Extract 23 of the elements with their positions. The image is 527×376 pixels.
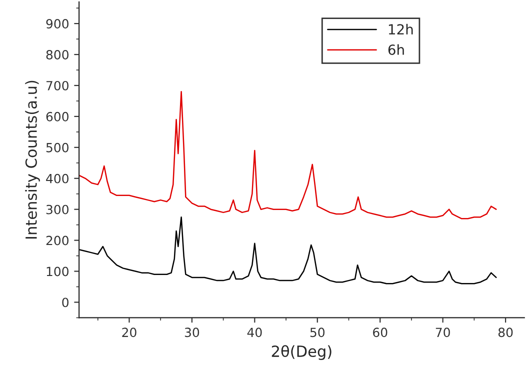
x-tick-label: 30 [184, 328, 200, 338]
y-tick-label: 500 [46, 142, 68, 152]
y-tick-label: 400 [46, 174, 68, 184]
x-axis-title: 2θ(Deg) [272, 345, 332, 360]
line-series [79, 216, 497, 284]
legend-label: 6h [388, 44, 404, 55]
y-tick-label: 600 [46, 112, 68, 122]
y-tick-label: 0 [62, 298, 68, 308]
y-axis-title: Intensity Counts(a.u) [25, 80, 40, 239]
x-tick-label: 70 [436, 328, 450, 338]
x-tick-label: 60 [373, 328, 388, 338]
y-tick-label: 800 [46, 50, 68, 60]
y-tick-label: 300 [46, 204, 68, 214]
y-tick-label: 900 [46, 19, 68, 28]
x-tick-label: 20 [122, 328, 136, 338]
x-tick-label: 80 [498, 328, 513, 338]
y-tick-label: 700 [46, 80, 68, 90]
x-tick-label: 40 [247, 328, 262, 338]
line-series [79, 91, 497, 220]
y-tick-label: 100 [46, 266, 68, 276]
y-tick-label: 200 [46, 236, 68, 246]
legend-label: 12h [388, 24, 413, 34]
x-tick-label: 50 [310, 328, 325, 338]
